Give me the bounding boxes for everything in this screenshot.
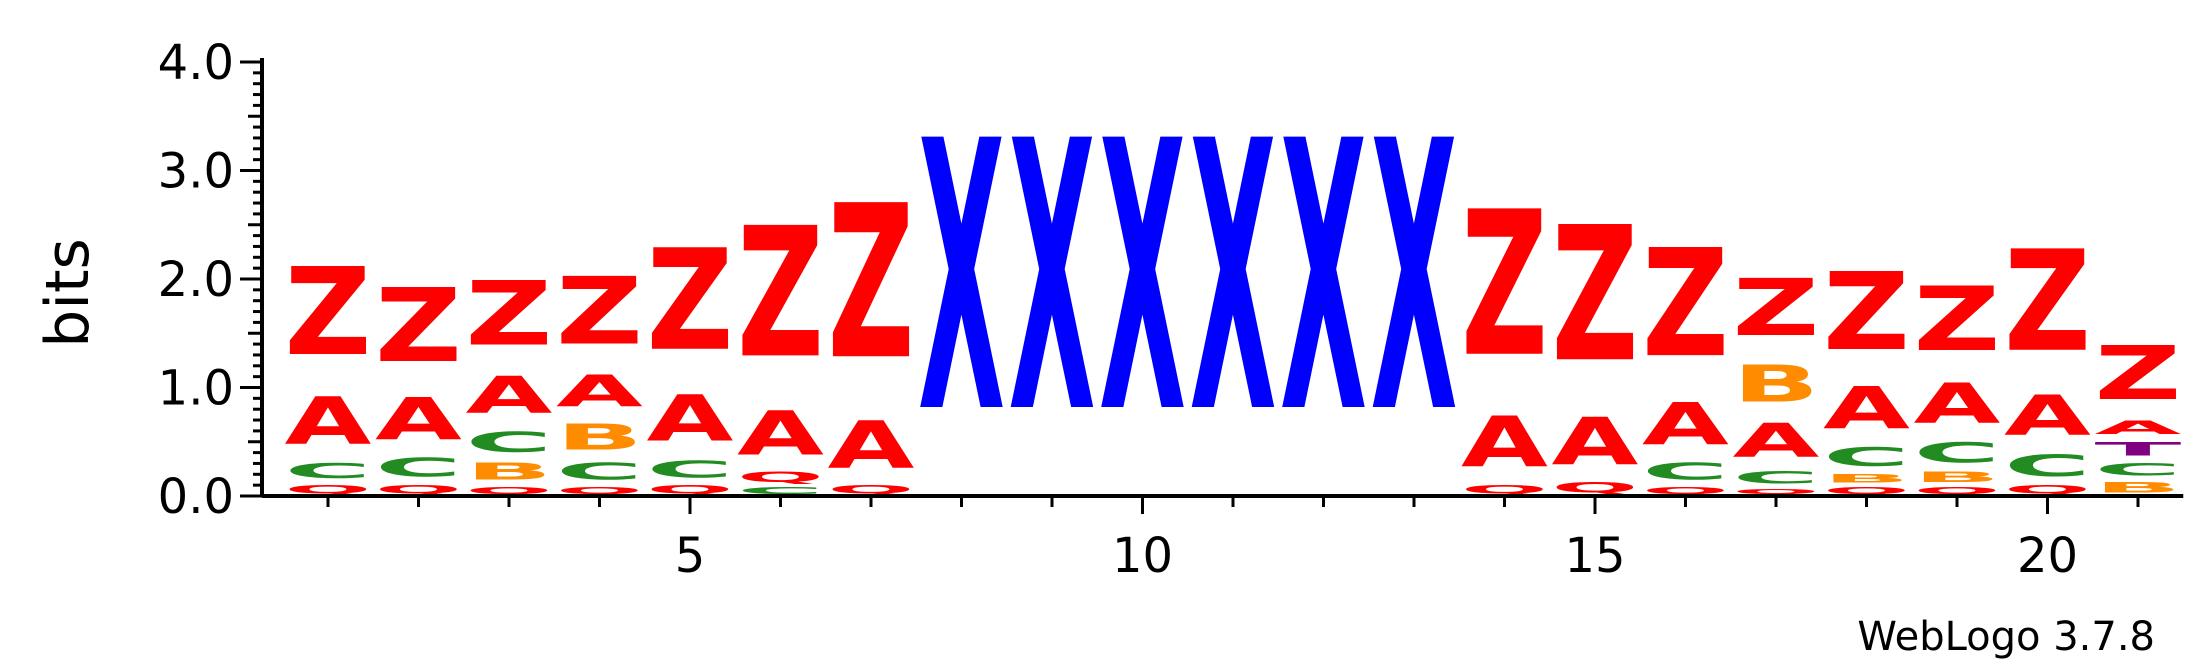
- logo-letter-Q-pos-3: Q: [466, 485, 553, 496]
- logo-letter-X-pos-11: X: [1190, 63, 1277, 495]
- y-axis-label: bits: [33, 238, 103, 348]
- x-tick-label: 5: [675, 528, 706, 584]
- logo-letter-C-pos-1: C: [285, 459, 372, 483]
- y-tick-label: 1.0: [158, 361, 234, 417]
- logo-letter-A-pos-20: A: [2004, 383, 2091, 448]
- logo-letter-C-pos-19: C: [1914, 437, 2001, 469]
- logo-letter-B-pos-3: B: [466, 458, 553, 485]
- x-tick-label: 15: [1564, 528, 1625, 584]
- logo-letter-C-pos-21: C: [2095, 460, 2182, 479]
- logo-letter-A-pos-7: A: [828, 407, 915, 483]
- logo-letter-A-pos-2: A: [375, 386, 462, 453]
- logo-letter-C-pos-20: C: [2004, 449, 2091, 483]
- logo-letter-B-pos-19: B: [1914, 469, 2001, 485]
- y-axis: 0.0 1.0 2.0 3.0 4.0: [158, 35, 264, 525]
- logo-letter-A-pos-21: A: [2095, 417, 2182, 439]
- logo-letter-A-pos-17: A: [1733, 414, 1821, 468]
- y-tick-label: 4.0: [158, 35, 234, 91]
- logo-letter-Q-pos-2: Q: [375, 483, 462, 496]
- logo-letter-A-pos-1: A: [285, 383, 372, 459]
- logo-letter-B-pos-18: B: [1823, 472, 1910, 485]
- logo-letter-Z-pos-18: Z: [1823, 250, 1910, 374]
- y-tick-label: 3.0: [158, 144, 234, 200]
- logo-letter-X-pos-9: X: [1009, 63, 1096, 495]
- y-tick-label: 0.0: [158, 469, 234, 525]
- y-tick-label: 2.0: [158, 252, 234, 308]
- logo-letter-Q-pos-5: Q: [647, 483, 734, 496]
- logo-letter-B-pos-4: B: [556, 417, 643, 458]
- logo-letter-C-pos-3: C: [466, 426, 553, 458]
- logo-letter-Z-pos-4: Z: [556, 259, 643, 366]
- logo-letter-Z-pos-17: Z: [1733, 262, 1820, 354]
- logo-letter-A-pos-16: A: [1642, 391, 1729, 458]
- logo-letter-X-pos-10: X: [1099, 63, 1186, 495]
- weblogo-credit: WebLogo 3.7.8: [1857, 614, 2155, 660]
- logo-letter-C-pos-6: C: [737, 485, 824, 496]
- logo-letter-A-pos-3: A: [466, 366, 554, 426]
- logo-letter-X-pos-12: X: [1280, 63, 1367, 495]
- logo-letter-Q-pos-17: Q: [1733, 487, 1820, 496]
- logo-letter-C-pos-4: C: [556, 458, 643, 485]
- logo-letter-Z-pos-20: Z: [2004, 221, 2091, 383]
- logo-letter-X-pos-8: X: [918, 63, 1005, 495]
- logo-letter-Z-pos-5: Z: [647, 220, 734, 382]
- x-axis: 5 10 15 20: [262, 494, 2184, 584]
- logo-letter-Q-pos-14: Q: [1461, 483, 1548, 496]
- x-tick-label: 20: [2017, 528, 2078, 584]
- logo-letter-Z-pos-3: Z: [466, 263, 553, 366]
- logo-letter-Q-pos-16: Q: [1642, 485, 1729, 496]
- logo-letter-C-pos-16: C: [1642, 458, 1729, 485]
- logo-letter-Z-pos-7: Z: [828, 159, 915, 406]
- logo-letter-C-pos-5: C: [647, 456, 734, 483]
- logo-letter-Q-pos-18: Q: [1823, 485, 1910, 496]
- logo-letter-A-pos-5: A: [647, 383, 734, 456]
- logo-letter-Q-pos-20: Q: [2004, 483, 2091, 496]
- logo-letter-Z-pos-14: Z: [1461, 168, 1548, 401]
- logo-letter-C-pos-17: C: [1733, 468, 1820, 487]
- logo-letter-Q-pos-1: Q: [285, 483, 372, 496]
- logo-letter-Q-pos-4: Q: [556, 485, 643, 496]
- logo-letter-Q-pos-19: Q: [1914, 485, 2001, 496]
- logo-letter-A-pos-19: A: [1914, 371, 2001, 436]
- logo-letter-Z-pos-6: Z: [737, 190, 824, 398]
- logo-letter-A-pos-14: A: [1461, 402, 1548, 483]
- logo-letter-C-pos-2: C: [375, 453, 462, 483]
- logo-letter-A-pos-6: A: [737, 399, 824, 469]
- logo-letter-Z-pos-15: Z: [1552, 187, 1639, 403]
- logo-letter-Q-pos-15: Q: [1552, 480, 1639, 496]
- logo-letter-B-pos-17: B: [1733, 354, 1820, 414]
- logo-letter-C-pos-18: C: [1823, 442, 1910, 472]
- logo-letter-Z-pos-21: Z: [2095, 331, 2182, 417]
- logo-letter-A-pos-15: A: [1552, 404, 1639, 480]
- logo-letter-Z-pos-1: Z: [285, 243, 372, 383]
- logo-letter-X-pos-13: X: [1371, 63, 1458, 495]
- logo-letter-B-pos-21: B: [2095, 480, 2182, 496]
- x-tick-label: 10: [1112, 528, 1173, 584]
- logo-letter-A-pos-4: A: [556, 366, 643, 417]
- logo-letter-Q-pos-6: Q: [737, 469, 824, 485]
- logo-letter-Z-pos-2: Z: [375, 267, 462, 385]
- logo-letter-Q-pos-7: Q: [828, 483, 915, 496]
- logo-letter-T-pos-21: T: [2095, 439, 2182, 460]
- logo-letter-A-pos-18: A: [1823, 375, 1910, 442]
- logo-letter-Z-pos-16: Z: [1642, 218, 1729, 391]
- logo-letter-Z-pos-19: Z: [1914, 268, 2001, 371]
